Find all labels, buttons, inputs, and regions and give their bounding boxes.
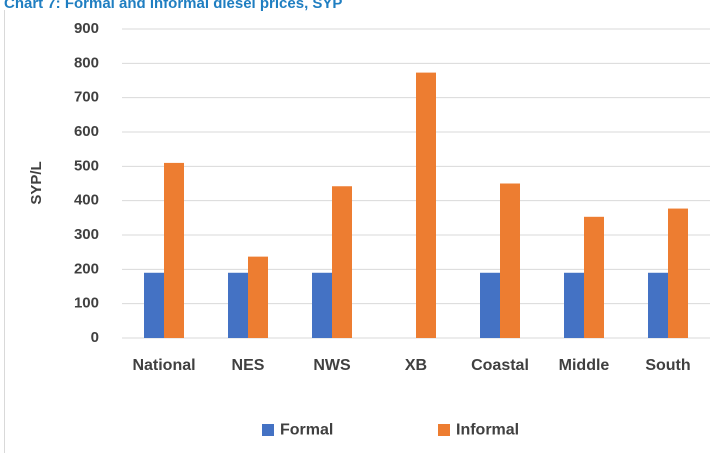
y-tick-label: 700: [74, 89, 99, 106]
y-tick-label: 100: [74, 295, 99, 312]
bar-formal-nes: [228, 272, 248, 338]
legend-label-formal: Formal: [280, 422, 333, 439]
legend-label-informal: Informal: [456, 422, 519, 439]
y-tick-label: 0: [91, 329, 99, 346]
y-axis-title: SYP/L: [28, 161, 45, 204]
bars: [144, 72, 688, 338]
x-tick-label: XB: [405, 357, 427, 374]
bar-formal-middle: [564, 272, 584, 338]
bar-formal-south: [648, 272, 668, 338]
x-tick-label: Middle: [559, 357, 610, 374]
bar-informal-national: [164, 162, 184, 338]
chart-title: Chart 7: Formal and informal diesel pric…: [4, 0, 343, 12]
y-tick-label: 800: [74, 54, 99, 71]
x-tick-label: South: [645, 357, 690, 374]
bar-informal-nws: [332, 186, 352, 338]
bar-informal-nes: [248, 256, 268, 338]
y-tick-label: 300: [74, 226, 99, 243]
y-tick-labels: 0 100 200 300 400 500 600 700 800 900: [74, 20, 99, 346]
x-tick-label: NES: [232, 357, 265, 374]
y-tick-label: 900: [74, 20, 99, 37]
y-tick-label: 400: [74, 192, 99, 209]
y-tick-label: 200: [74, 260, 99, 277]
bar-formal-national: [144, 272, 164, 338]
bar-informal-middle: [584, 216, 604, 338]
x-tick-labels: National NES NWS XB Coastal Middle South: [132, 357, 690, 374]
chart-frame: [4, 10, 725, 453]
bar-informal-coastal: [500, 183, 520, 338]
x-tick-label: NWS: [313, 357, 351, 374]
legend-swatch-informal: [438, 424, 450, 436]
legend: Formal Informal: [262, 422, 519, 439]
bar-formal-nws: [312, 272, 332, 338]
x-tick-label: Coastal: [471, 357, 529, 374]
y-tick-label: 600: [74, 123, 99, 140]
bar-formal-coastal: [480, 272, 500, 338]
y-tick-label: 500: [74, 157, 99, 174]
bar-informal-xb: [416, 72, 436, 338]
x-tick-label: National: [132, 357, 195, 374]
legend-swatch-formal: [262, 424, 274, 436]
bar-informal-south: [668, 208, 688, 338]
